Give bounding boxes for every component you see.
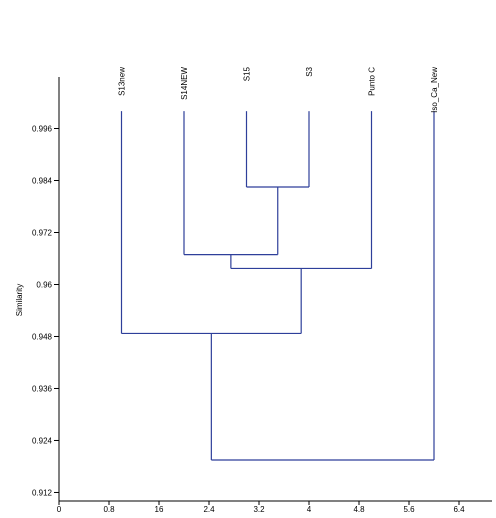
x-tick-label: 4	[307, 505, 312, 513]
x-tick-label: 16	[155, 505, 164, 513]
y-tick-label: 0.984	[32, 176, 53, 185]
leaf-label: Iso_Ca_New	[430, 67, 439, 113]
y-tick-label: 0.912	[32, 488, 53, 497]
dendrogram-links	[120, 111, 435, 461]
y-tick-label: 0.972	[32, 228, 53, 237]
x-tick-label: 3.2	[253, 505, 265, 513]
y-tick-label: 0.948	[32, 332, 53, 341]
x-tick-label: 2.4	[203, 505, 215, 513]
x-tick-label: 6.4	[453, 505, 465, 513]
y-tick-label: 0.936	[32, 384, 53, 393]
leaf-label: S14NEW	[180, 67, 189, 100]
x-tick-label: 5.6	[403, 505, 415, 513]
leaf-label: Punto C	[368, 67, 377, 96]
y-tick-label: 0.96	[36, 280, 52, 289]
axes: 0.912 0.924 0.936 0.948 0.96 0.972 0.984 0.996 0…	[32, 77, 492, 514]
y-tick-label: 0.996	[32, 125, 53, 134]
y-tick-label: 0.924	[32, 436, 53, 445]
leaf-label: S15	[243, 66, 252, 81]
leaf-labels: S13new S14NEW S15 S3 Punto C Iso_Ca_New	[118, 66, 440, 112]
x-tick-label: 4.8	[353, 505, 365, 513]
y-axis-title: Similarity	[15, 284, 24, 316]
x-tick-label: 0.8	[103, 505, 115, 513]
x-tick-label: 0	[57, 505, 62, 513]
leaf-label: S13new	[118, 67, 127, 96]
leaf-label: S3	[305, 66, 314, 76]
